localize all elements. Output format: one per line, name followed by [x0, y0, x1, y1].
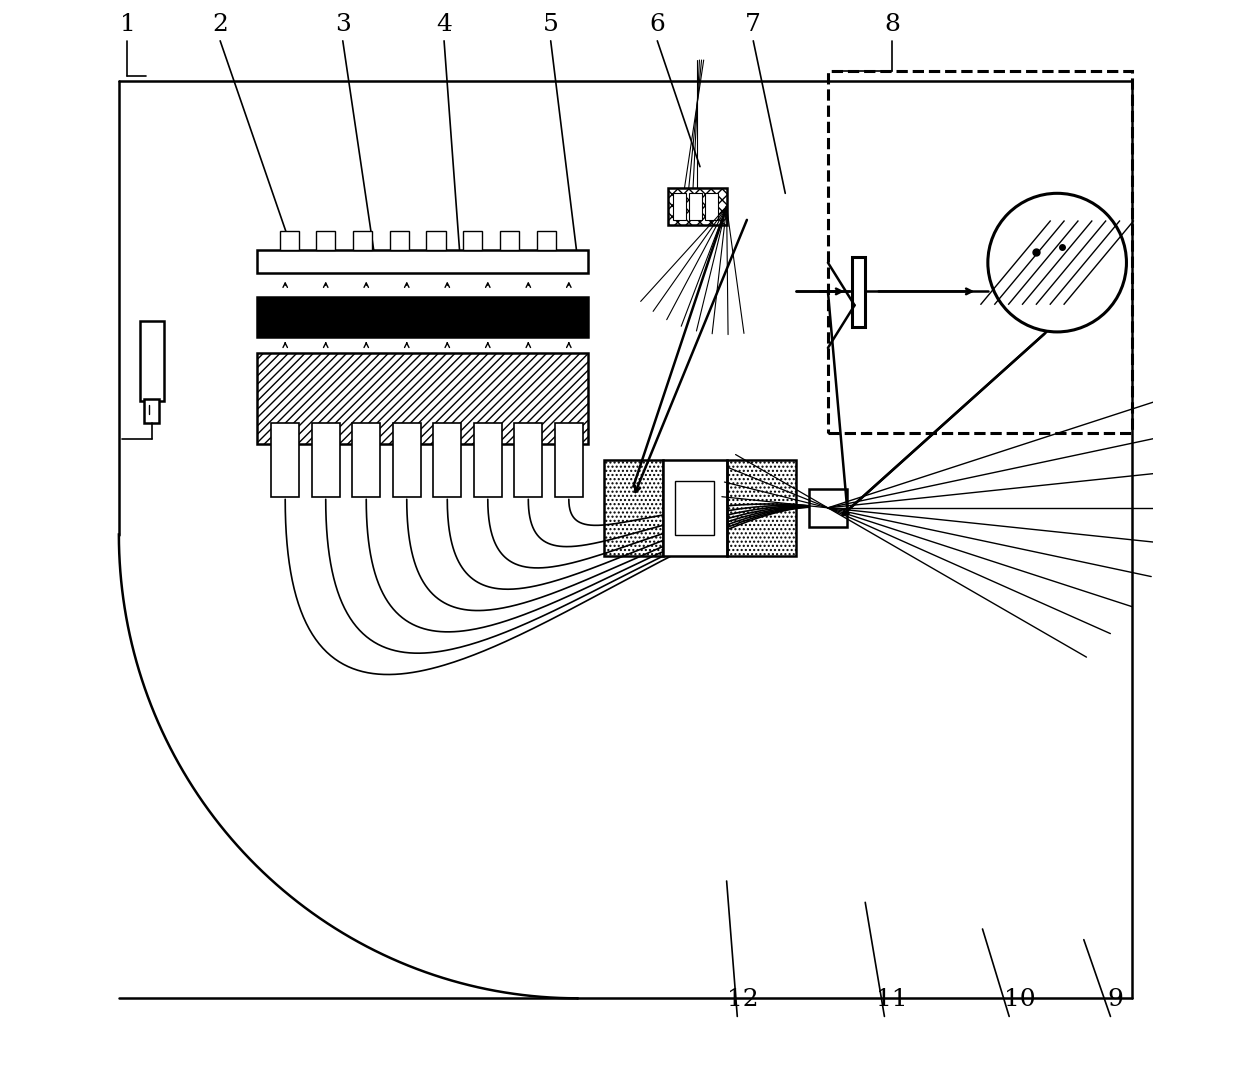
Text: 9: 9	[1107, 988, 1123, 1011]
Bar	[312, 422, 340, 497]
Bar	[689, 193, 702, 220]
Text: 2: 2	[212, 13, 228, 35]
Text: 4: 4	[436, 13, 453, 35]
Text: 1: 1	[119, 13, 135, 35]
Bar	[258, 250, 588, 274]
Bar	[393, 422, 420, 497]
Bar	[673, 193, 686, 220]
Bar	[727, 460, 796, 556]
Text: 12: 12	[727, 988, 759, 1011]
Bar	[706, 193, 718, 220]
Text: 11: 11	[877, 988, 908, 1011]
Bar	[389, 231, 409, 250]
Bar	[434, 422, 461, 497]
Bar	[140, 322, 164, 401]
Bar	[500, 231, 520, 250]
Bar	[145, 399, 160, 422]
Text: 10: 10	[1004, 988, 1035, 1011]
Bar	[258, 353, 588, 444]
Text: 6: 6	[650, 13, 665, 35]
Bar	[662, 460, 727, 556]
Bar	[474, 422, 502, 497]
Bar	[464, 231, 482, 250]
Bar	[537, 231, 556, 250]
Text: 7: 7	[745, 13, 761, 35]
Text: 5: 5	[543, 13, 559, 35]
Bar	[427, 231, 445, 250]
Text: 3: 3	[335, 13, 351, 35]
Bar	[515, 422, 542, 497]
Bar	[353, 231, 372, 250]
Bar	[676, 481, 714, 534]
Text: 8: 8	[884, 13, 900, 35]
Bar	[808, 489, 847, 527]
Bar	[668, 188, 727, 226]
Bar	[316, 231, 336, 250]
Bar	[604, 460, 662, 556]
Bar	[272, 422, 299, 497]
Bar	[279, 231, 299, 250]
Bar	[556, 422, 583, 497]
Bar	[852, 258, 866, 327]
Bar	[828, 71, 1132, 433]
Bar	[352, 422, 381, 497]
Bar	[258, 297, 588, 337]
